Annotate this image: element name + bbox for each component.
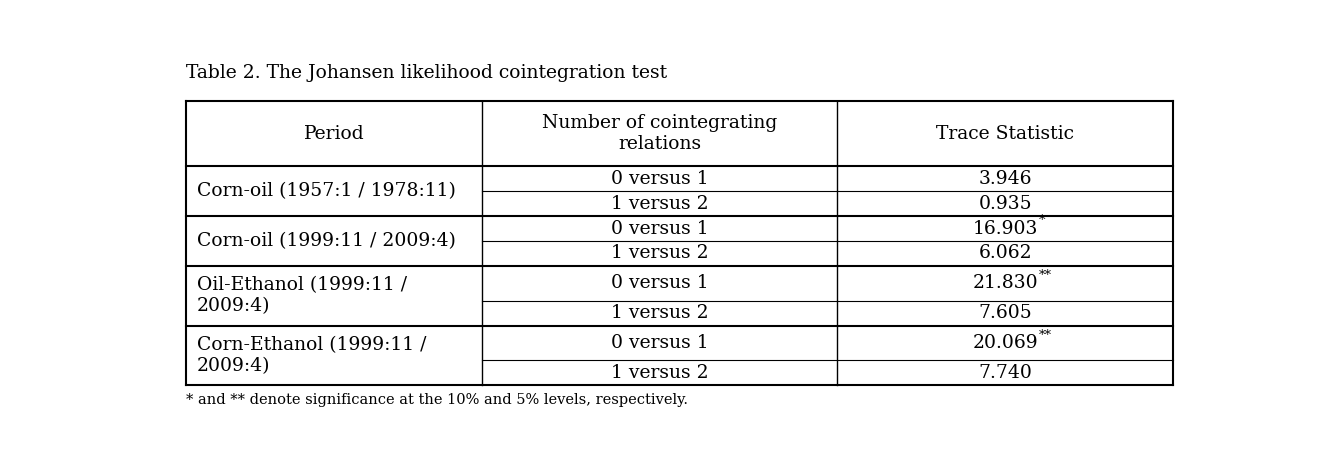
Text: 1 versus 2: 1 versus 2: [611, 364, 708, 382]
Text: 1 versus 2: 1 versus 2: [611, 304, 708, 322]
Text: * and ** denote significance at the 10% and 5% levels, respectively.: * and ** denote significance at the 10% …: [186, 392, 688, 407]
Text: 21.830: 21.830: [972, 274, 1038, 292]
Text: Oil-Ethanol (1999:11 /
2009:4): Oil-Ethanol (1999:11 / 2009:4): [196, 276, 407, 315]
Text: Table 2. The Johansen likelihood cointegration test: Table 2. The Johansen likelihood cointeg…: [186, 64, 667, 82]
Text: 16.903: 16.903: [972, 219, 1038, 237]
Text: Corn-oil (1957:1 / 1978:11): Corn-oil (1957:1 / 1978:11): [196, 182, 455, 200]
Text: 0.935: 0.935: [979, 195, 1032, 213]
Text: **: **: [1040, 328, 1052, 342]
Text: 7.605: 7.605: [979, 304, 1032, 322]
Text: Trace Statistic: Trace Statistic: [936, 125, 1074, 143]
Text: Number of cointegrating
relations: Number of cointegrating relations: [542, 114, 777, 153]
Text: 0 versus 1: 0 versus 1: [611, 274, 708, 292]
Text: Corn-oil (1999:11 / 2009:4): Corn-oil (1999:11 / 2009:4): [196, 232, 455, 250]
Text: 1 versus 2: 1 versus 2: [611, 245, 708, 263]
Text: 1 versus 2: 1 versus 2: [611, 195, 708, 213]
Text: Corn-Ethanol (1999:11 /
2009:4): Corn-Ethanol (1999:11 / 2009:4): [196, 336, 426, 375]
Text: 20.069: 20.069: [972, 334, 1038, 352]
Text: 0 versus 1: 0 versus 1: [611, 219, 708, 237]
Text: 0 versus 1: 0 versus 1: [611, 334, 708, 352]
Text: 3.946: 3.946: [979, 170, 1032, 188]
Text: 7.740: 7.740: [979, 364, 1032, 382]
Text: *: *: [1040, 214, 1045, 227]
Text: **: **: [1040, 269, 1052, 282]
Text: 6.062: 6.062: [979, 245, 1032, 263]
Text: Period: Period: [304, 125, 365, 143]
Text: 0 versus 1: 0 versus 1: [611, 170, 708, 188]
